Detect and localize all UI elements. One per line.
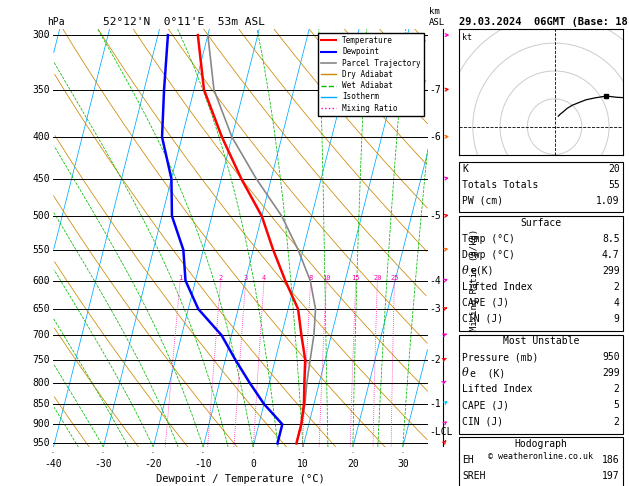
Text: 600: 600: [33, 276, 50, 286]
Text: 9: 9: [614, 314, 620, 324]
Text: K: K: [462, 164, 468, 174]
Text: 8.5: 8.5: [602, 234, 620, 244]
Text: 3: 3: [243, 275, 248, 280]
Text: CAPE (J): CAPE (J): [462, 400, 509, 411]
Text: 850: 850: [33, 399, 50, 409]
Text: © weatheronline.co.uk: © weatheronline.co.uk: [489, 452, 593, 461]
Text: -LCL: -LCL: [429, 427, 452, 437]
Text: 700: 700: [33, 330, 50, 340]
Text: PW (cm): PW (cm): [462, 196, 503, 206]
Legend: Temperature, Dewpoint, Parcel Trajectory, Dry Adiabat, Wet Adiabat, Isotherm, Mi: Temperature, Dewpoint, Parcel Trajectory…: [318, 33, 424, 116]
Text: Dewpoint / Temperature (°C): Dewpoint / Temperature (°C): [156, 474, 325, 484]
Text: 55: 55: [608, 180, 620, 190]
Text: e(K): e(K): [470, 266, 494, 276]
Text: km
ASL: km ASL: [429, 7, 445, 27]
Text: 52°12'N  0°11'E  53m ASL: 52°12'N 0°11'E 53m ASL: [103, 17, 265, 27]
Text: 500: 500: [33, 211, 50, 221]
Text: CIN (J): CIN (J): [462, 314, 503, 324]
Text: 25: 25: [390, 275, 399, 280]
Text: 20: 20: [347, 459, 359, 469]
Text: Totals Totals: Totals Totals: [462, 180, 538, 190]
Text: kt: kt: [462, 33, 472, 42]
Text: e  (K): e (K): [470, 368, 506, 379]
Text: θ: θ: [462, 368, 469, 379]
Text: 350: 350: [33, 85, 50, 95]
Text: 8: 8: [308, 275, 313, 280]
Text: -20: -20: [145, 459, 162, 469]
Text: hPa: hPa: [47, 17, 65, 27]
Text: 0: 0: [250, 459, 256, 469]
Text: 10: 10: [297, 459, 309, 469]
Text: 650: 650: [33, 304, 50, 314]
Text: 1: 1: [178, 275, 182, 280]
Text: -4: -4: [429, 276, 441, 286]
Text: -30: -30: [94, 459, 112, 469]
Text: 15: 15: [352, 275, 360, 280]
Text: 197: 197: [602, 471, 620, 481]
Text: 30: 30: [397, 459, 409, 469]
Text: Hodograph: Hodograph: [515, 439, 567, 449]
Text: -5: -5: [429, 211, 441, 221]
Text: CIN (J): CIN (J): [462, 417, 503, 427]
Text: 1.09: 1.09: [596, 196, 620, 206]
Text: 800: 800: [33, 378, 50, 387]
Text: 750: 750: [33, 355, 50, 364]
Text: 4: 4: [262, 275, 266, 280]
Text: 186: 186: [602, 455, 620, 465]
Text: 450: 450: [33, 174, 50, 184]
Text: Lifted Index: Lifted Index: [462, 384, 533, 395]
Text: 400: 400: [33, 132, 50, 142]
Text: SREH: SREH: [462, 471, 486, 481]
Text: 29.03.2024  06GMT (Base: 18): 29.03.2024 06GMT (Base: 18): [459, 17, 629, 27]
Text: 550: 550: [33, 245, 50, 255]
Text: -3: -3: [429, 304, 441, 314]
Text: Lifted Index: Lifted Index: [462, 282, 533, 292]
Text: 2: 2: [614, 384, 620, 395]
Text: 299: 299: [602, 266, 620, 276]
Text: 10: 10: [322, 275, 331, 280]
Text: -10: -10: [194, 459, 212, 469]
Text: -6: -6: [429, 132, 441, 142]
Text: Pressure (mb): Pressure (mb): [462, 352, 538, 363]
Text: 20: 20: [608, 164, 620, 174]
Text: -1: -1: [429, 399, 441, 409]
Text: Mixing Ratio (g/kg): Mixing Ratio (g/kg): [470, 229, 479, 331]
Text: Most Unstable: Most Unstable: [503, 336, 579, 347]
Text: -7: -7: [429, 85, 441, 95]
Text: -2: -2: [429, 355, 441, 364]
Text: EH: EH: [462, 455, 474, 465]
Text: θ: θ: [462, 266, 469, 276]
Text: 2: 2: [614, 282, 620, 292]
Text: 20: 20: [373, 275, 382, 280]
Text: 900: 900: [33, 419, 50, 429]
Text: 4.7: 4.7: [602, 250, 620, 260]
Text: 2: 2: [218, 275, 223, 280]
Text: CAPE (J): CAPE (J): [462, 298, 509, 308]
Text: 950: 950: [602, 352, 620, 363]
Text: 5: 5: [614, 400, 620, 411]
Text: 299: 299: [602, 368, 620, 379]
Text: Temp (°C): Temp (°C): [462, 234, 515, 244]
Text: 950: 950: [33, 438, 50, 449]
Text: Dewp (°C): Dewp (°C): [462, 250, 515, 260]
Text: -40: -40: [45, 459, 62, 469]
Text: Surface: Surface: [520, 218, 562, 228]
Text: 300: 300: [33, 30, 50, 40]
Text: 2: 2: [614, 417, 620, 427]
Text: 4: 4: [614, 298, 620, 308]
